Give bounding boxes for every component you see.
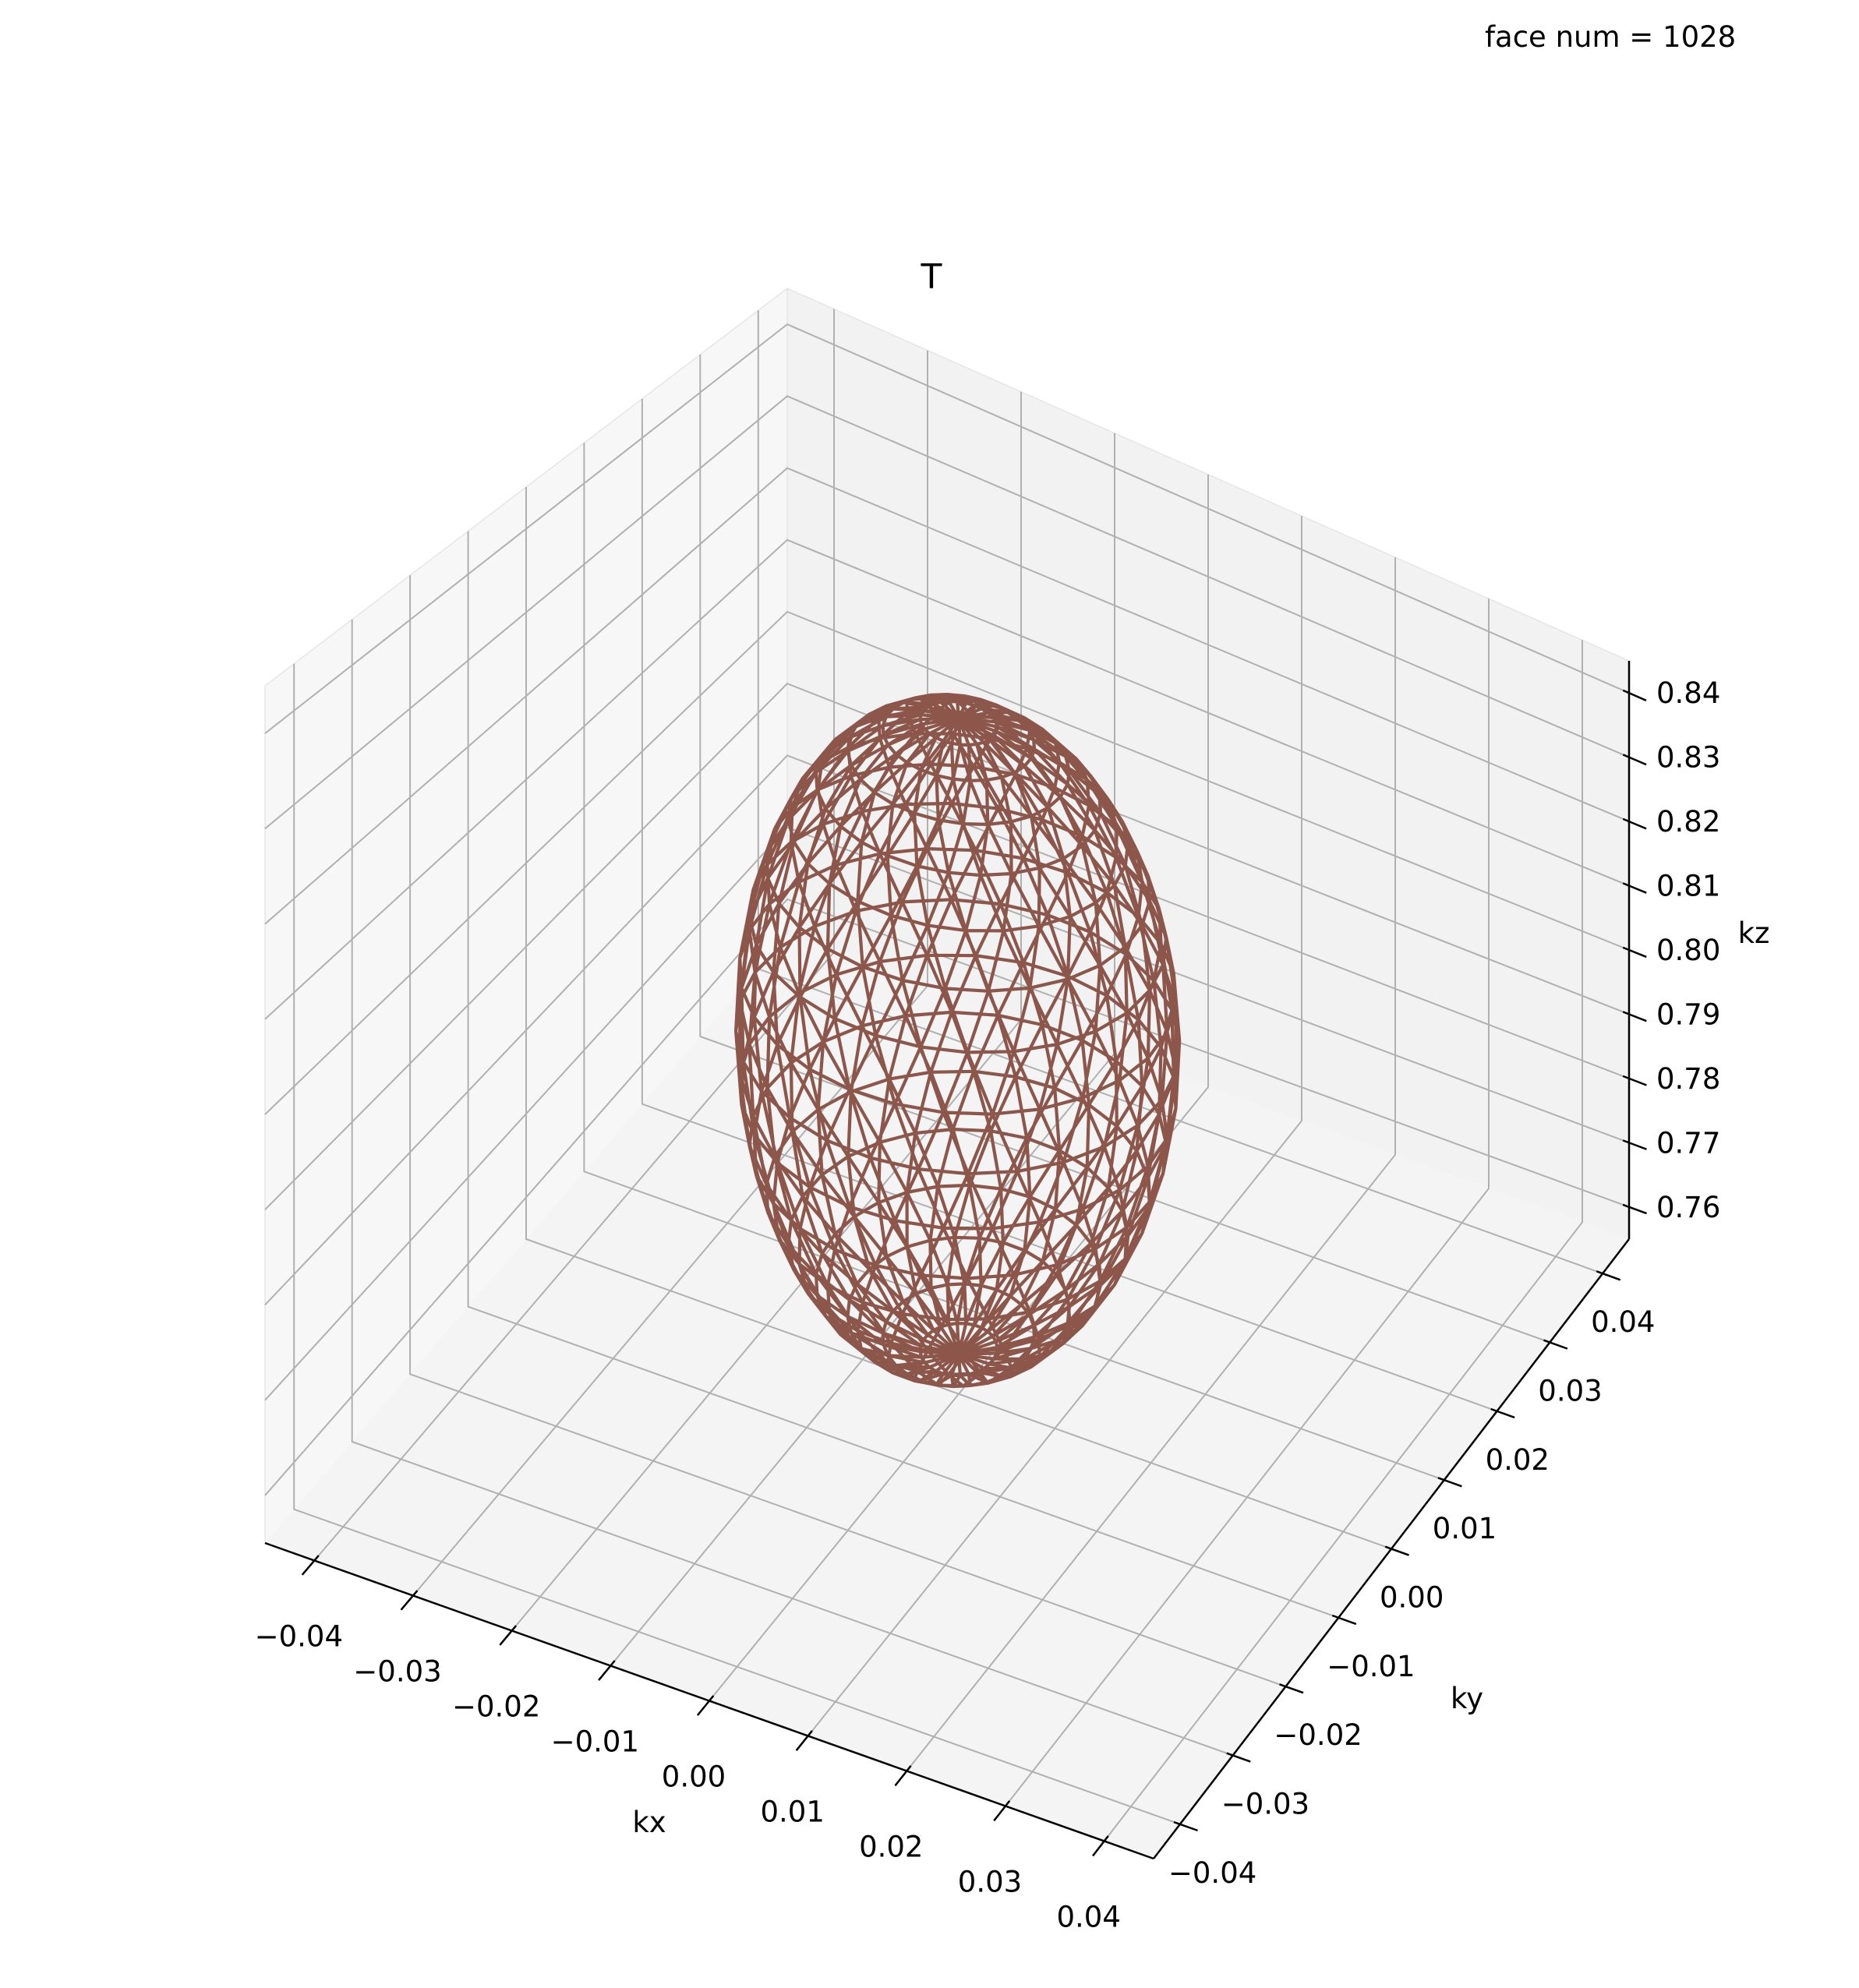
y-tick: [1596, 1270, 1621, 1281]
tick-labels: −0.04 −0.03 −0.02 −0.01 0.00 0.01 0.02 0.03 0.04…: [255, 676, 1721, 1933]
x-tick: [795, 1730, 813, 1752]
y-tick: [1437, 1477, 1462, 1488]
x-gridline: [906, 557, 1396, 1772]
y-gridline: [583, 443, 1445, 1481]
z-tick: [1622, 817, 1647, 830]
y-tick: [1173, 1820, 1198, 1832]
y-tick-label: 0.01: [1433, 1512, 1497, 1545]
y-gridline: [525, 487, 1392, 1550]
ellipsoid-mesh: [734, 693, 1182, 1389]
y-tick: [1279, 1683, 1304, 1694]
z-tick-label: 0.79: [1656, 998, 1720, 1031]
z-tick: [1622, 1075, 1647, 1086]
y-tick-label: 0.02: [1486, 1443, 1550, 1477]
y-tick: [1331, 1614, 1357, 1626]
z-tick-label: 0.78: [1656, 1062, 1720, 1096]
z-gridline: [264, 610, 1630, 1115]
z-tick-label: 0.76: [1656, 1191, 1720, 1224]
z-gridline: [264, 538, 1630, 1020]
z-tick: [1622, 754, 1647, 766]
x-tick-label: 0.03: [958, 1866, 1022, 1899]
x-tick: [894, 1765, 912, 1787]
x-tick: [993, 1800, 1011, 1822]
x-tick: [696, 1695, 715, 1716]
z-gridline: [264, 754, 1630, 1306]
y-axis-label: ky: [1451, 1682, 1483, 1715]
y-tick-label: −0.02: [1274, 1718, 1362, 1752]
x-tick: [400, 1590, 419, 1611]
z-gridline: [264, 898, 1630, 1496]
y-gridline: [641, 398, 1497, 1412]
x-tick-label: 0.01: [761, 1796, 825, 1829]
x-tick: [1092, 1835, 1109, 1857]
z-tick: [1622, 1203, 1647, 1215]
chart-title: T: [921, 257, 942, 297]
x-tick-label: −0.02: [452, 1690, 540, 1724]
x-tick: [598, 1660, 616, 1681]
x-gridline: [1103, 640, 1583, 1842]
x-gridline: [1005, 599, 1490, 1807]
y-gridline: [467, 531, 1339, 1619]
z-tick-label: 0.82: [1656, 805, 1720, 839]
y-tick: [1226, 1752, 1251, 1763]
x-gridline: [709, 475, 1209, 1702]
y-tick-label: 0.04: [1591, 1305, 1655, 1339]
y-tick-label: −0.03: [1221, 1788, 1309, 1821]
z-axis-label: kz: [1738, 916, 1770, 950]
x-tick-label: −0.04: [255, 1620, 343, 1654]
x-tick-label: 0.00: [662, 1760, 726, 1794]
gridlines: [264, 309, 1630, 1842]
z-tick-label: 0.77: [1656, 1126, 1720, 1160]
y-gridline: [699, 355, 1550, 1344]
z-tick-label: 0.81: [1656, 870, 1720, 903]
y-tick: [1384, 1545, 1410, 1556]
z-gridline: [264, 395, 1630, 830]
x-axis-label: kx: [632, 1806, 666, 1839]
x-tick: [301, 1555, 320, 1576]
x-tick-label: 0.04: [1057, 1901, 1121, 1934]
x-gridline: [807, 516, 1302, 1737]
y-tick-label: −0.01: [1327, 1650, 1415, 1683]
z-gridline: [264, 683, 1630, 1210]
y-gridline: [293, 663, 1181, 1825]
z-gridline: [264, 323, 1630, 734]
x-tick-label: −0.03: [353, 1655, 441, 1689]
x-tick-label: −0.01: [551, 1725, 639, 1759]
floor-pane: [265, 935, 1629, 1859]
ellipsoid-wireframe: [734, 693, 1182, 1389]
z-tick: [1622, 882, 1647, 894]
tick-marks: [301, 689, 1647, 1857]
y-gridline: [409, 575, 1286, 1688]
z-tick: [1622, 1011, 1647, 1022]
face-count-annotation: face num = 1028: [1485, 20, 1736, 54]
z-tick: [1622, 689, 1647, 701]
y-tick: [1490, 1407, 1515, 1419]
y-tick-label: −0.04: [1168, 1856, 1256, 1890]
axes-panes: [264, 288, 1630, 1859]
z-tick-label: 0.80: [1656, 934, 1720, 967]
x-tick-label: 0.02: [859, 1831, 923, 1864]
x-tick: [499, 1625, 518, 1646]
y-gridline: [351, 620, 1234, 1757]
y-tick-label: 0.03: [1538, 1375, 1602, 1408]
y-tick: [1543, 1339, 1568, 1350]
z-tick: [1622, 946, 1647, 959]
z-gridline: [264, 467, 1630, 925]
y-tick-label: 0.00: [1380, 1581, 1444, 1615]
z-tick: [1622, 1139, 1647, 1150]
z-tick-label: 0.83: [1656, 741, 1720, 775]
z-tick-label: 0.84: [1656, 676, 1720, 710]
